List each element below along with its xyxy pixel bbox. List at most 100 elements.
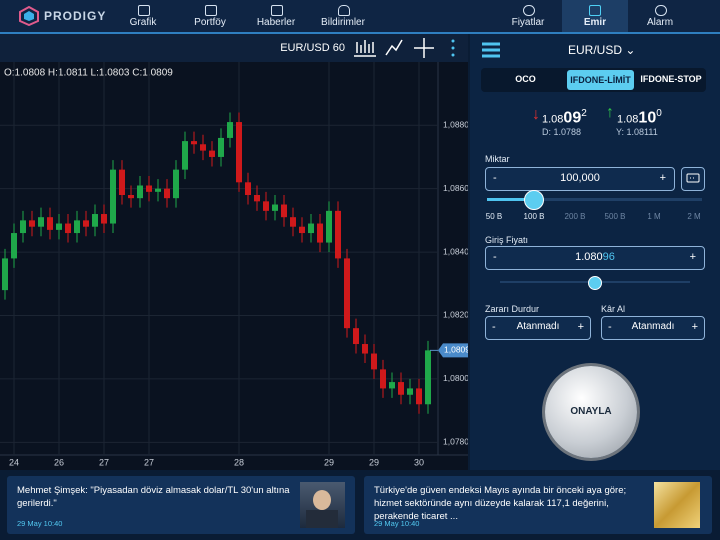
minus[interactable]: -	[493, 251, 497, 263]
news-card[interactable]: Mehmet Şimşek: "Piyasadan döviz almasak …	[7, 476, 355, 534]
nav-icon	[589, 5, 601, 16]
take-value: Atanmadı	[631, 321, 675, 332]
x-tick-label: 27	[99, 457, 109, 467]
price-prefix: 1.08	[542, 113, 564, 126]
ohlc-info: O:1.0808 H:1.0811 L:1.0803 C:1.0809	[4, 68, 173, 79]
buy-detail: Y: 1.08111	[616, 127, 658, 137]
slider-track	[487, 198, 702, 201]
candle-body	[290, 217, 296, 227]
nav-item[interactable]: Grafik	[129, 17, 157, 28]
candle-body	[425, 350, 431, 405]
candle-body	[353, 328, 359, 345]
nav-item[interactable]: Haberler	[256, 17, 296, 28]
plus[interactable]: +	[659, 172, 666, 184]
candle-body	[128, 195, 134, 199]
entry-input[interactable]: -1.08096 +	[485, 246, 705, 270]
x-tick-label: 26	[54, 457, 64, 467]
nav-item[interactable]: Fiyatlar	[511, 17, 545, 28]
candle-body	[29, 220, 35, 227]
candle-body	[164, 188, 170, 199]
price-big: 09	[563, 109, 582, 127]
candle-body	[56, 223, 62, 230]
candle-body	[263, 201, 269, 211]
entry-price: 1.08096	[486, 251, 704, 263]
chart: EUR/USD 60 O:1.0808 H:1.0811 L:1.0803 C:…	[0, 34, 468, 470]
sell-price[interactable]: 1.08092	[542, 108, 587, 127]
minus[interactable]: -	[492, 321, 496, 333]
x-tick-label: 29	[324, 457, 334, 467]
suit	[306, 510, 338, 528]
y-tick-label: 1,0880	[443, 119, 468, 129]
candle-body	[218, 137, 224, 157]
face	[313, 490, 331, 510]
nav-icon	[271, 5, 283, 16]
candle-body	[326, 210, 332, 243]
field-label: Miktar	[485, 154, 510, 164]
step-label: 50 B	[485, 212, 503, 221]
candle-body	[38, 217, 44, 227]
order-symbol[interactable]: EUR/USD ⌄	[568, 43, 636, 57]
toolbar-icons[interactable]	[354, 38, 455, 58]
candle-body	[155, 188, 161, 192]
news-image	[654, 482, 700, 528]
news-card[interactable]: Türkiye'de güven endeksi Mayıs ayında bi…	[364, 476, 712, 534]
candle-body	[146, 185, 152, 192]
candle-body	[227, 122, 233, 138]
step-label: 500 B	[604, 212, 626, 221]
plus[interactable]: +	[689, 251, 696, 263]
logo-icon	[19, 6, 39, 26]
tab-active[interactable]: IFDONE-LİMİT	[567, 70, 634, 90]
nav-item[interactable]: Portföy	[194, 17, 226, 28]
candle-body	[389, 382, 395, 389]
confirm-button[interactable]: ONAYLA	[545, 366, 637, 458]
candle-body	[371, 353, 377, 370]
step-label: 1 M	[647, 212, 661, 221]
tab[interactable]: OCO	[515, 74, 536, 84]
chat-button[interactable]	[681, 167, 705, 191]
candle-body	[272, 204, 278, 211]
nav-item[interactable]: Bildirimler	[321, 17, 365, 28]
minus[interactable]: -	[608, 321, 612, 333]
candle-body	[407, 388, 413, 395]
candle-body	[362, 344, 368, 354]
candle-body	[65, 223, 71, 234]
nav-item[interactable]: Alarm	[646, 17, 674, 28]
slider-knob[interactable]	[524, 190, 544, 210]
nav-icon	[523, 5, 535, 16]
candle-body	[398, 382, 404, 395]
candle-body	[254, 195, 260, 202]
candle-body	[317, 223, 323, 243]
y-tick-label: 1,0860	[443, 183, 468, 193]
candle-body	[110, 169, 116, 224]
nav-item[interactable]: Emir	[583, 17, 607, 28]
chart-symbol[interactable]: EUR/USD 60	[280, 42, 345, 54]
candle-body	[191, 141, 197, 145]
up-arrow: ↑	[606, 104, 614, 121]
symbol-text: EUR/USD	[568, 43, 623, 57]
candle-body	[137, 185, 143, 199]
candle-body	[2, 258, 8, 291]
minus[interactable]: -	[493, 172, 497, 184]
price-prefix: 1.08	[617, 113, 639, 126]
amount-input[interactable]: - 100,000 +	[485, 167, 675, 191]
buy-price[interactable]: 1.08100	[617, 108, 662, 127]
candle-body	[119, 169, 125, 195]
candle-body	[83, 220, 89, 227]
logo: PRODIGY	[44, 9, 107, 23]
slider-fill	[487, 198, 534, 201]
stop-input[interactable]: - Atanmadı +	[485, 316, 591, 340]
menu-icon[interactable]	[481, 42, 501, 58]
x-tick-label: 29	[369, 457, 379, 467]
tab[interactable]: IFDONE-STOP	[640, 74, 702, 84]
step-label: 100 B	[523, 212, 545, 221]
last-price-tag	[438, 343, 468, 358]
price-sup: 2	[581, 108, 587, 119]
take-input[interactable]: - Atanmadı +	[601, 316, 705, 340]
y-tick-label: 1,0800	[443, 373, 468, 383]
slider-knob[interactable]	[588, 276, 602, 290]
plus[interactable]: +	[577, 321, 584, 333]
amount: 100,000	[560, 172, 600, 184]
candle-body	[11, 233, 17, 259]
plus[interactable]: +	[691, 321, 698, 333]
